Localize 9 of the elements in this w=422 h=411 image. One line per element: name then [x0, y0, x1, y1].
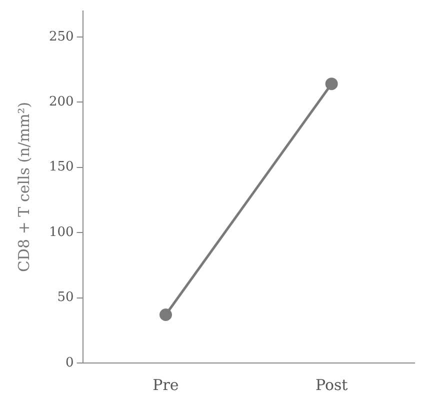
- y-axis-title: CD8 + T cells (n/mm²): [14, 102, 33, 272]
- x-tick-label: Pre: [152, 376, 179, 394]
- y-tick-label: 150: [48, 160, 74, 175]
- y-tick-label: 200: [48, 94, 74, 110]
- x-tick-label: Post: [315, 376, 348, 394]
- y-tick-label: 50: [57, 290, 74, 306]
- y-tick-label: 250: [48, 29, 74, 44]
- y-tick-label: 0: [66, 355, 74, 370]
- y-tick-label: 100: [48, 224, 74, 240]
